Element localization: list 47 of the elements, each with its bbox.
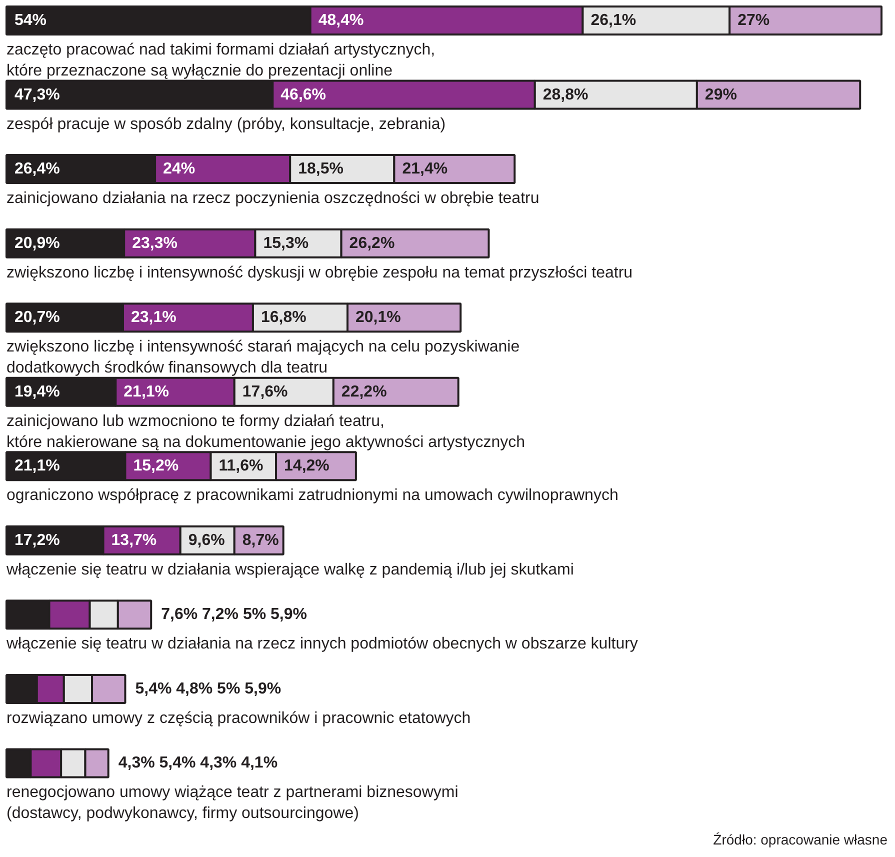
data-label: 21,1% [124, 383, 170, 400]
data-label: 28,8% [542, 86, 588, 104]
data-label: 13,7% [111, 532, 157, 549]
data-label: 29% [704, 86, 737, 104]
annotation: Źródło: opracowanie własne [713, 832, 888, 848]
data-label: 11,6% [218, 458, 264, 475]
data-label: 22,2% [341, 383, 387, 400]
data-label: 48,4% [318, 12, 364, 29]
y-tick-label: włączenie się teatru w działania na rzecz innych podmiotów obecnych w obszarze kultury [6, 636, 638, 653]
y-tick-label: zespół pracuje w sposób zdalny (próby, konsultacje, zebrania) [6, 116, 446, 133]
y-tick-label: rozwiązano umowy z częścią pracowników i pracownic etatowych [6, 710, 471, 727]
data-label: 15,3% [263, 234, 309, 252]
data-label: 23,1% [130, 309, 176, 326]
y-tick-label: zwiększono liczbę i intensywność starań mających na celu pozyskiwanie dodatkowych środków finansowych dla teatru [6, 338, 520, 377]
data-label: 47,3% [14, 86, 60, 104]
data-label: 16,8% [260, 309, 306, 326]
data-label: 54% [14, 12, 47, 29]
annotation: 5,4% 4,8% 5% 5,9% [135, 680, 282, 698]
data-label: 15,2% [133, 458, 179, 475]
y-tick-label: renegocjowano umowy wiążące teatr z partnerami biznesowymi (dostawcy, podwykonawcy, firmy outsourcingowe) [6, 784, 458, 822]
data-label: 20,7% [14, 309, 60, 326]
y-tick-label: ograniczono współpracę z pracownikami zatrudnionymi na umowach cywilnoprawnych [6, 487, 618, 504]
data-label: 26,4% [14, 160, 60, 178]
y-tick-label: zainicjowano działania na rzecz poczynienia oszczędności w obrębie teatru [6, 190, 540, 208]
y-tick-label: włączenie się teatru w działania wspierające walkę z pandemią i/lub jej skutkami [6, 561, 574, 578]
data-label: 21,1% [14, 458, 60, 475]
data-label: 14,2% [284, 458, 330, 475]
y-tick-label: zwiększono liczbę i intensywność dyskusji w obrębie zespołu na temat przyszłości teatru [6, 264, 633, 282]
data-label: 19,4% [14, 383, 60, 400]
data-label: 9,6% [188, 532, 225, 549]
data-label: 8,7% [242, 532, 279, 549]
data-label: 26,2% [349, 234, 395, 252]
data-label: 26,1% [590, 12, 636, 29]
annotation: 7,6% 7,2% 5% 5,9% [161, 606, 307, 624]
data-label: 46,6% [280, 86, 326, 104]
y-tick-label: zaczęto pracować nad takimi formami działań artystycznych, które przeznaczone są wyłącznie do prezentacji online [6, 42, 436, 80]
data-label: 17,2% [14, 532, 60, 549]
annotation: 4,3% 5,4% 4,3% 4,1% [118, 754, 278, 772]
data-label: 24% [163, 160, 196, 178]
data-label: 23,3% [132, 234, 178, 252]
data-label: 20,9% [14, 234, 60, 252]
data-label: 27% [738, 12, 770, 29]
data-label: 20,1% [355, 309, 401, 326]
data-label: 21,4% [402, 160, 448, 178]
y-tick-label: zainicjowano lub wzmocniono te formy działań teatru, które nakierowane są na dokumentowanie jego aktywności artystycznych [6, 412, 525, 451]
data-label: 18,5% [298, 160, 344, 178]
data-label: 17,6% [242, 383, 288, 400]
